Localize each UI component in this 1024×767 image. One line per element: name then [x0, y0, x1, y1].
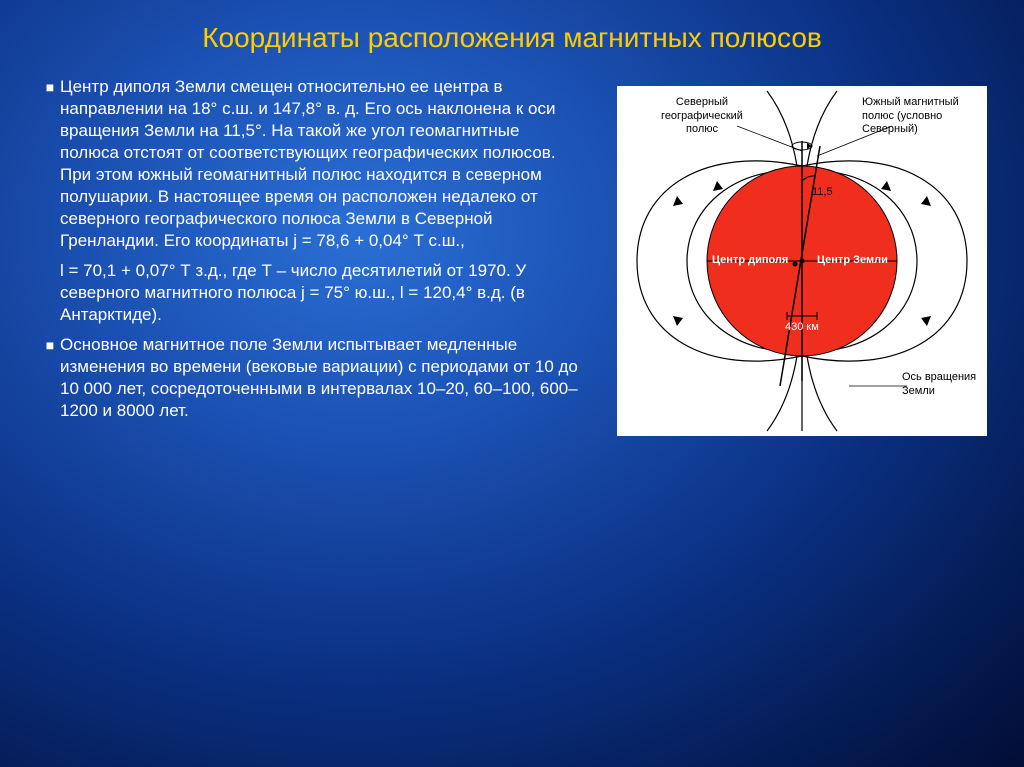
label-rotation-axis: Ось вращенияЗемли — [902, 371, 982, 397]
label-north-geo: Северныйгеографическийполюс — [647, 96, 757, 136]
bullet-item: l = 70,1 + 0,07° Т з.д., где Т – число д… — [40, 260, 580, 326]
bullet-marker: ■ — [40, 76, 60, 252]
bullet-item: ■ Центр диполя Земли смещен относительно… — [40, 76, 580, 252]
bullet-item: ■ Основное магнитное поле Земли испытыва… — [40, 334, 580, 422]
label-earth-center: Центр Земли — [817, 254, 888, 267]
text-column: ■ Центр диполя Земли смещен относительно… — [40, 76, 600, 436]
label-south-mag: Южный магнитныйполюс (условноСеверный) — [862, 96, 982, 136]
diagram-column: Северныйгеографическийполюс Южный магнит… — [600, 76, 1004, 436]
dipole-diagram: Северныйгеографическийполюс Южный магнит… — [617, 86, 987, 436]
label-offset: 430 км — [785, 321, 819, 334]
content-row: ■ Центр диполя Земли смещен относительно… — [0, 66, 1024, 456]
page-title: Координаты расположения магнитных полюсо… — [0, 0, 1024, 66]
bullet-text: Основное магнитное поле Земли испытывает… — [60, 334, 580, 422]
label-dipole-center: Центр диполя — [712, 254, 788, 267]
bullet-marker-empty — [40, 260, 60, 326]
bullet-text: l = 70,1 + 0,07° Т з.д., где Т – число д… — [60, 260, 580, 326]
bullet-text: Центр диполя Земли смещен относительно е… — [60, 76, 580, 252]
bullet-marker: ■ — [40, 334, 60, 422]
label-tilt: 11,5 — [812, 186, 833, 199]
